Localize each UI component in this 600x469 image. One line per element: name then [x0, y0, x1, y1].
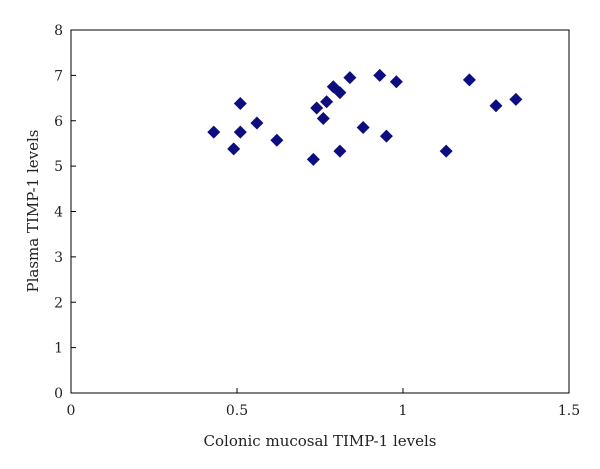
- x-tick-label: 0.5: [226, 403, 248, 419]
- data-point: [373, 68, 387, 82]
- y-tick-label: 5: [54, 159, 63, 175]
- data-point: [233, 125, 247, 139]
- data-points: [207, 68, 523, 166]
- plot-frame: [70, 29, 570, 394]
- data-point: [343, 71, 357, 85]
- y-axis: 0 1 2 3 4 5 6 7 8: [54, 23, 76, 402]
- data-point: [333, 86, 347, 100]
- data-point: [227, 142, 241, 156]
- data-point: [233, 97, 247, 111]
- y-tick-label: 4: [54, 205, 63, 221]
- data-point: [250, 116, 264, 130]
- y-tick-label: 3: [54, 250, 63, 266]
- data-point: [389, 75, 403, 89]
- y-tick-label: 8: [54, 23, 63, 39]
- x-tick-label: 0: [67, 403, 76, 419]
- x-tick-label: 1: [399, 403, 408, 419]
- data-point: [310, 101, 324, 115]
- data-point: [207, 125, 221, 139]
- x-tick-label: 1.5: [558, 403, 580, 419]
- data-point: [462, 73, 476, 87]
- y-tick-label: 6: [54, 114, 63, 130]
- data-point: [509, 92, 523, 106]
- data-point: [306, 152, 320, 166]
- y-tick-label: 2: [54, 295, 63, 311]
- data-point: [316, 111, 330, 125]
- data-point: [270, 133, 284, 147]
- data-point: [439, 144, 453, 158]
- data-point: [320, 95, 334, 109]
- data-point: [489, 99, 503, 113]
- data-point: [333, 144, 347, 158]
- data-point: [379, 129, 393, 143]
- x-axis-title: Colonic mucosal TIMP-1 levels: [204, 432, 437, 450]
- y-axis-title: Plasma TIMP-1 levels: [24, 130, 42, 293]
- data-point: [356, 121, 370, 135]
- y-tick-label: 0: [54, 386, 63, 402]
- y-tick-label: 1: [54, 341, 63, 357]
- x-axis: 0 0.5 1 1.5: [67, 388, 580, 419]
- y-tick-label: 7: [54, 68, 63, 84]
